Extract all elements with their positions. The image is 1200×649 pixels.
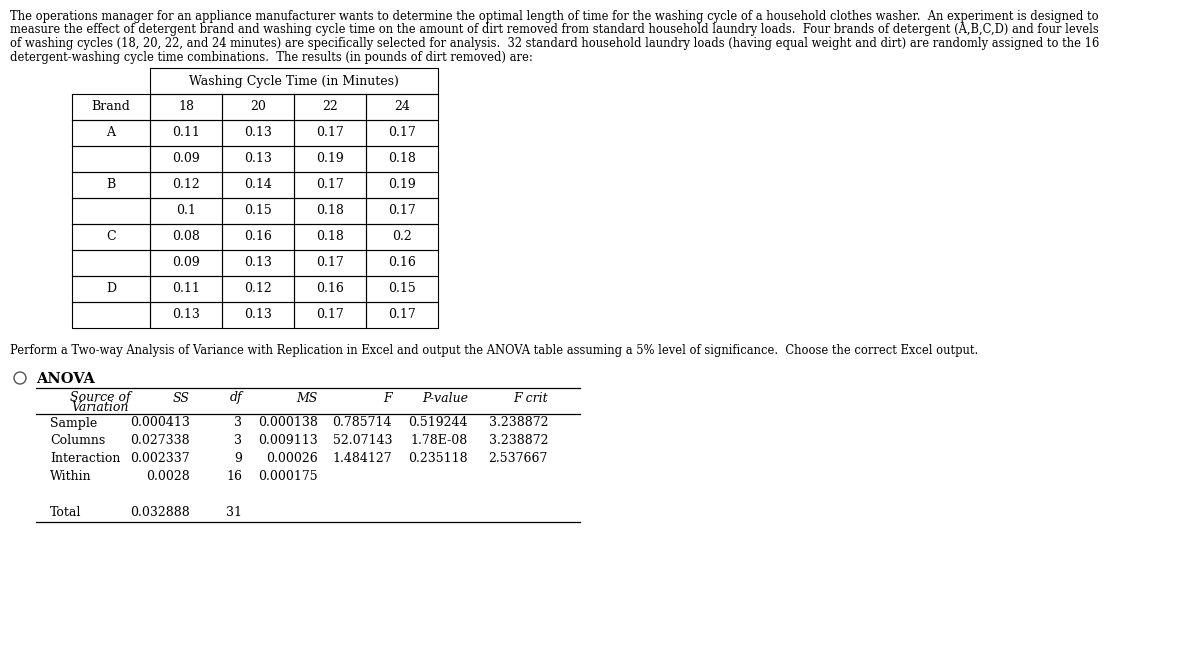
Text: 0.11: 0.11 bbox=[172, 127, 200, 140]
Text: Columns: Columns bbox=[50, 434, 106, 448]
Text: 0.13: 0.13 bbox=[244, 256, 272, 269]
Text: 0.19: 0.19 bbox=[316, 153, 344, 165]
Text: measure the effect of detergent brand and washing cycle time on the amount of di: measure the effect of detergent brand an… bbox=[10, 23, 1099, 36]
Text: 18: 18 bbox=[178, 101, 194, 114]
Text: 0.13: 0.13 bbox=[244, 308, 272, 321]
Text: 3: 3 bbox=[234, 434, 242, 448]
Text: 0.16: 0.16 bbox=[244, 230, 272, 243]
Text: 0.785714: 0.785714 bbox=[332, 417, 392, 430]
Text: P-value: P-value bbox=[422, 391, 468, 404]
Text: Perform a Two-way Analysis of Variance with Replication in Excel and output the : Perform a Two-way Analysis of Variance w… bbox=[10, 344, 978, 357]
Text: 16: 16 bbox=[226, 471, 242, 484]
Text: Variation: Variation bbox=[71, 401, 128, 414]
Text: 31: 31 bbox=[226, 506, 242, 519]
Text: df: df bbox=[229, 391, 242, 404]
Text: 0.009113: 0.009113 bbox=[258, 434, 318, 448]
Text: 0.027338: 0.027338 bbox=[131, 434, 190, 448]
Text: 0.17: 0.17 bbox=[316, 127, 344, 140]
Text: 0.08: 0.08 bbox=[172, 230, 200, 243]
Text: 52.07143: 52.07143 bbox=[332, 434, 392, 448]
Text: The operations manager for an appliance manufacturer wants to determine the opti: The operations manager for an appliance … bbox=[10, 10, 1099, 23]
Text: 0.12: 0.12 bbox=[244, 282, 272, 295]
Text: F: F bbox=[383, 391, 392, 404]
Text: 2.537667: 2.537667 bbox=[488, 452, 548, 465]
Text: Within: Within bbox=[50, 471, 91, 484]
Text: 0.09: 0.09 bbox=[172, 153, 200, 165]
Text: 0.1: 0.1 bbox=[176, 204, 196, 217]
Text: 0.0028: 0.0028 bbox=[146, 471, 190, 484]
Text: 0.19: 0.19 bbox=[388, 178, 416, 191]
Text: 0.18: 0.18 bbox=[388, 153, 416, 165]
Text: 0.17: 0.17 bbox=[388, 127, 416, 140]
Text: 1.484127: 1.484127 bbox=[332, 452, 392, 465]
Text: 0.18: 0.18 bbox=[316, 204, 344, 217]
Text: 22: 22 bbox=[322, 101, 338, 114]
Text: 0.2: 0.2 bbox=[392, 230, 412, 243]
Text: B: B bbox=[107, 178, 115, 191]
Text: A: A bbox=[107, 127, 115, 140]
Text: C: C bbox=[106, 230, 116, 243]
Text: 0.11: 0.11 bbox=[172, 282, 200, 295]
Text: 0.15: 0.15 bbox=[388, 282, 416, 295]
Text: 0.000138: 0.000138 bbox=[258, 417, 318, 430]
Text: SS: SS bbox=[173, 391, 190, 404]
Text: 0.16: 0.16 bbox=[316, 282, 344, 295]
Text: Washing Cycle Time (in Minutes): Washing Cycle Time (in Minutes) bbox=[190, 75, 398, 88]
Text: 0.13: 0.13 bbox=[244, 127, 272, 140]
Text: 0.17: 0.17 bbox=[388, 204, 416, 217]
Text: 0.17: 0.17 bbox=[316, 256, 344, 269]
Text: 9: 9 bbox=[234, 452, 242, 465]
Text: 3.238872: 3.238872 bbox=[488, 434, 548, 448]
Text: 0.17: 0.17 bbox=[316, 178, 344, 191]
Text: detergent-washing cycle time combinations.  The results (in pounds of dirt remov: detergent-washing cycle time combination… bbox=[10, 51, 533, 64]
Text: Source of: Source of bbox=[70, 391, 131, 404]
Text: 3: 3 bbox=[234, 417, 242, 430]
Text: 0.12: 0.12 bbox=[172, 178, 200, 191]
Text: 0.000413: 0.000413 bbox=[130, 417, 190, 430]
Text: 0.032888: 0.032888 bbox=[131, 506, 190, 519]
Text: 0.235118: 0.235118 bbox=[408, 452, 468, 465]
Text: 0.15: 0.15 bbox=[244, 204, 272, 217]
Text: 0.13: 0.13 bbox=[172, 308, 200, 321]
Text: 20: 20 bbox=[250, 101, 266, 114]
Text: 0.519244: 0.519244 bbox=[408, 417, 468, 430]
Text: 0.14: 0.14 bbox=[244, 178, 272, 191]
Text: ANOVA: ANOVA bbox=[36, 372, 95, 386]
Text: MS: MS bbox=[296, 391, 318, 404]
Text: 0.00026: 0.00026 bbox=[266, 452, 318, 465]
Text: 0.09: 0.09 bbox=[172, 256, 200, 269]
Text: F crit: F crit bbox=[514, 391, 548, 404]
Text: 0.17: 0.17 bbox=[316, 308, 344, 321]
Text: 0.000175: 0.000175 bbox=[258, 471, 318, 484]
Text: 0.17: 0.17 bbox=[388, 308, 416, 321]
Text: 3.238872: 3.238872 bbox=[488, 417, 548, 430]
Text: Brand: Brand bbox=[91, 101, 131, 114]
Text: 24: 24 bbox=[394, 101, 410, 114]
Text: 1.78E-08: 1.78E-08 bbox=[410, 434, 468, 448]
Text: D: D bbox=[106, 282, 116, 295]
Text: Interaction: Interaction bbox=[50, 452, 120, 465]
Text: Sample: Sample bbox=[50, 417, 97, 430]
Text: 0.16: 0.16 bbox=[388, 256, 416, 269]
Text: of washing cycles (18, 20, 22, and 24 minutes) are specifically selected for ana: of washing cycles (18, 20, 22, and 24 mi… bbox=[10, 37, 1099, 50]
Text: 0.13: 0.13 bbox=[244, 153, 272, 165]
Text: 0.002337: 0.002337 bbox=[131, 452, 190, 465]
Text: Total: Total bbox=[50, 506, 82, 519]
Text: 0.18: 0.18 bbox=[316, 230, 344, 243]
